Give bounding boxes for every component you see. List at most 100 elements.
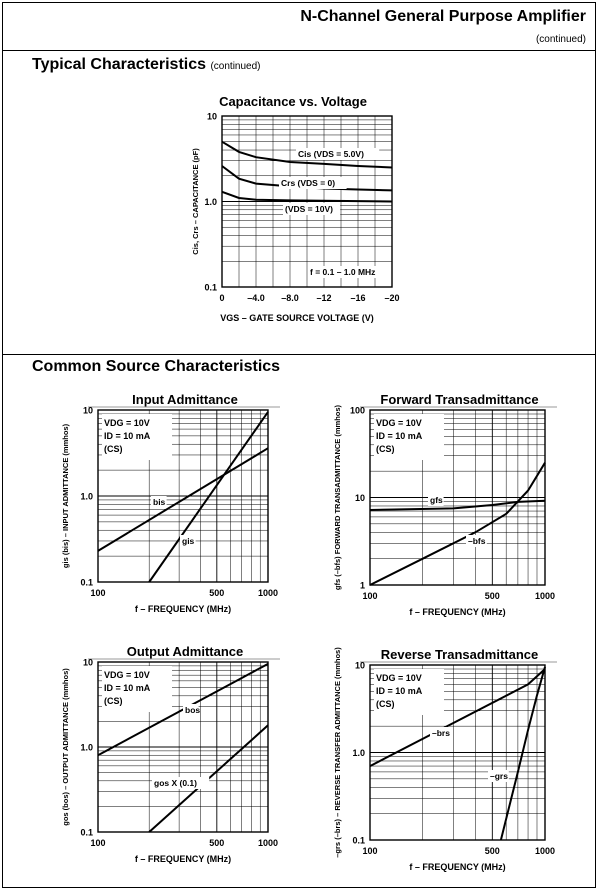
condition-line: (CS): [376, 444, 395, 454]
condition-line: ID = 10 mA: [104, 683, 151, 693]
y-tick-label: 1.0: [80, 743, 93, 753]
series-line-0: [97, 447, 269, 552]
y-tick-label: 1.0: [204, 197, 217, 207]
y-tick-label: 10: [207, 112, 217, 122]
y-tick-label: 10: [83, 406, 93, 416]
x-tick-label: –16: [350, 293, 365, 303]
x-tick-label: 100: [90, 838, 105, 848]
x-tick-label: –12: [316, 293, 331, 303]
condition-line: (CS): [104, 696, 123, 706]
x-axis-label: f – FREQUENCY (MHz): [409, 607, 505, 617]
series-label-bg: [152, 777, 210, 789]
section-typical-title: Typical Characteristics (continued): [32, 56, 261, 74]
series-label: –grs: [490, 771, 508, 781]
series-label: gis: [182, 536, 195, 546]
section-typical-heading: Typical Characteristics: [32, 56, 207, 73]
x-axis-label: f – FREQUENCY (MHz): [135, 604, 231, 614]
condition-line: VDG = 10V: [104, 670, 150, 680]
y-tick-label: 0.1: [80, 578, 93, 588]
conditions-bg: [374, 669, 444, 715]
series-label: gfs: [430, 495, 443, 505]
series-line-1: [148, 411, 269, 583]
y-tick-label: 10: [355, 661, 365, 671]
series-line-0: [369, 668, 546, 767]
x-axis-label: VGS – GATE SOURCE VOLTAGE (V): [220, 313, 374, 323]
condition-line: (CS): [376, 699, 395, 709]
series-label: gos X (0.1): [154, 778, 197, 788]
chart-title: Capacitance vs. Voltage: [219, 94, 367, 109]
x-tick-label: 1000: [258, 838, 278, 848]
y-axis-label: –grs (–brs) – REVERSE TRANSFER ADMITTANC…: [333, 647, 342, 858]
y-axis-label: Cis, Crs – CAPACITANCE (pF): [191, 148, 200, 255]
chart-title: Forward Transadmittance: [380, 392, 538, 407]
section-common-source-title: Common Source Characteristics: [32, 358, 281, 375]
x-tick-label: 1000: [535, 591, 555, 601]
condition-line: VDG = 10V: [376, 418, 422, 428]
series-label-bg: [183, 704, 199, 716]
x-tick-label: 1000: [258, 588, 278, 598]
series-line-2: [221, 190, 393, 203]
series-label: bos: [185, 705, 200, 715]
condition-line: (CS): [104, 444, 123, 454]
x-tick-label: 500: [485, 846, 500, 856]
page-subtitle: (continued): [535, 34, 586, 45]
series-label-bg: [180, 535, 196, 547]
y-tick-label: 10: [355, 493, 365, 503]
condition-line: ID = 10 mA: [376, 431, 423, 441]
series-label: –brs: [432, 728, 450, 738]
series-label-bg: [430, 727, 451, 739]
series-line-0: [369, 499, 546, 511]
y-axis-label: gos (bos) – OUTPUT ADMITTANCE (mmhos): [61, 668, 70, 826]
y-tick-label: 0.1: [352, 836, 365, 846]
x-tick-label: 0: [219, 293, 224, 303]
condition-line: VDG = 10V: [376, 673, 422, 683]
series-label: bis: [153, 497, 166, 507]
condition-line: VDG = 10V: [104, 418, 150, 428]
y-tick-label: 0.1: [80, 828, 93, 838]
header-divider: [2, 50, 596, 51]
x-tick-label: –4.0: [247, 293, 265, 303]
x-tick-label: 100: [362, 846, 377, 856]
x-tick-label: 500: [209, 588, 224, 598]
chart-annotation: f = 0.1 – 1.0 MHz: [310, 267, 375, 277]
y-tick-label: 1.0: [80, 492, 93, 502]
series-line-1: [499, 666, 546, 841]
y-tick-label: 0.1: [204, 283, 217, 293]
y-tick-label: 100: [350, 406, 365, 416]
y-axis-label: gfs (–bfs) FORWARD TRANSADMITTANCE (mmho…: [333, 404, 342, 590]
series-label: Crs (VDS = 0): [281, 178, 335, 188]
y-tick-label: 1: [360, 581, 365, 591]
x-tick-label: 500: [209, 838, 224, 848]
x-tick-label: 100: [90, 588, 105, 598]
chart-title: Reverse Transadmittance: [381, 647, 539, 662]
chart-title: Output Admittance: [127, 644, 244, 659]
x-tick-label: 500: [485, 591, 500, 601]
series-line-1: [369, 462, 546, 586]
series-label: Cis (VDS = 5.0V): [298, 149, 364, 159]
section-divider: [2, 354, 596, 355]
x-tick-label: 1000: [535, 846, 555, 856]
annotation-bg: [308, 266, 388, 278]
series-label-bg: [428, 494, 444, 506]
series-line-0: [221, 140, 393, 169]
series-label-bg: [466, 535, 487, 547]
conditions-bg: [374, 414, 444, 460]
chart-frame: [369, 664, 546, 841]
x-axis-label: f – FREQUENCY (MHz): [135, 854, 231, 864]
x-tick-label: –8.0: [281, 293, 299, 303]
conditions-bg: [102, 414, 172, 460]
page-title: N-Channel General Purpose Amplifier: [300, 8, 586, 25]
x-tick-label: 100: [362, 591, 377, 601]
y-tick-label: 1.0: [352, 748, 365, 758]
series-label: (VDS = 10V): [285, 204, 333, 214]
y-axis-label: gis (bis) – INPUT ADMITTANCE (mmhos): [61, 423, 70, 568]
series-label-bg: [488, 770, 509, 782]
series-label-bg: [151, 496, 167, 508]
